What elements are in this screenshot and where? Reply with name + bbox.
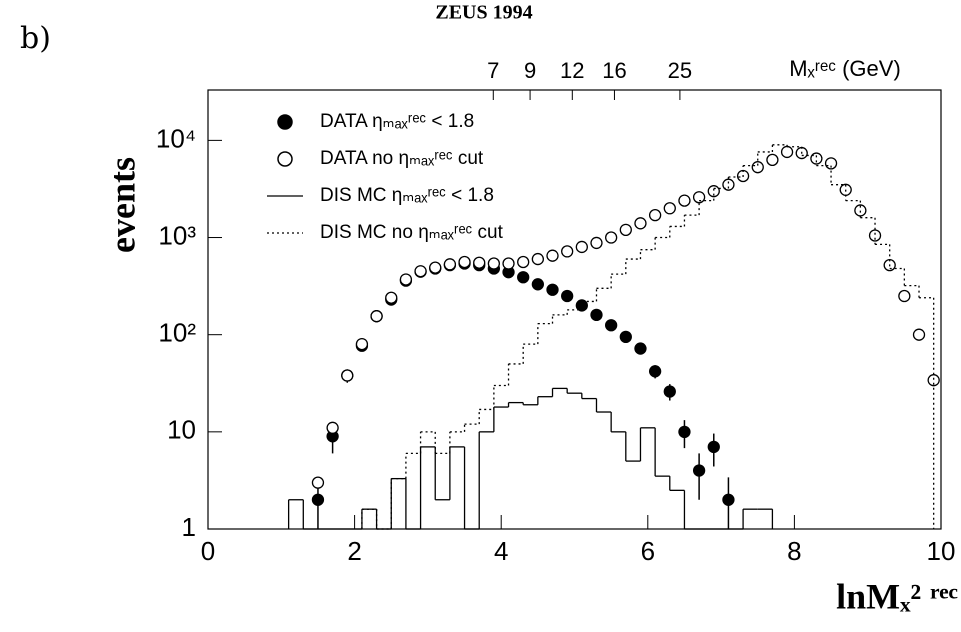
- data-point: [678, 425, 691, 438]
- data-point: [590, 308, 603, 322]
- data-point: [502, 257, 515, 270]
- data-point: [531, 252, 544, 266]
- data-point: [326, 421, 339, 434]
- data-point: [707, 440, 720, 454]
- data-point: [751, 161, 764, 174]
- data-point: [678, 194, 691, 207]
- y-tick-label: 1: [182, 512, 196, 542]
- data-point: [487, 257, 501, 270]
- data-point: [399, 273, 413, 286]
- data-point: [311, 493, 325, 506]
- y-tick-label: 10³: [158, 220, 196, 250]
- data-point: [473, 256, 486, 269]
- x-tick-label: 2: [347, 536, 361, 566]
- x-tick-label: 8: [787, 536, 801, 566]
- data-point: [634, 342, 647, 355]
- x2-tick-label: 12: [560, 58, 584, 83]
- data-point: [663, 385, 676, 398]
- data-point: [707, 185, 720, 198]
- data-point: [517, 271, 530, 284]
- legend-label: DIS MC no ηₘₐₓʳᵉᶜ cut: [320, 222, 504, 243]
- data-point: [517, 255, 530, 269]
- data-point: [561, 245, 574, 258]
- data-point: [429, 261, 442, 274]
- data-point: [692, 191, 706, 204]
- data-point: [868, 229, 882, 242]
- data-point: [546, 249, 559, 262]
- panel-label: b): [20, 21, 51, 56]
- data-point: [341, 369, 354, 382]
- data-point: [619, 223, 632, 236]
- data-point: [619, 330, 632, 344]
- data-point: [634, 217, 647, 230]
- data-point: [370, 310, 383, 323]
- y-tick-label: 10: [167, 415, 196, 445]
- data-point: [531, 278, 544, 291]
- data-point: [561, 289, 574, 303]
- data-point: [311, 476, 325, 489]
- x2-tick-label: 16: [602, 58, 626, 83]
- x-tick-label: 0: [201, 536, 215, 566]
- x2-axis-label: Mₓʳᵉᶜ (GeV): [789, 56, 901, 81]
- legend-label: DIS MC ηₘₐₓʳᵉᶜ < 1.8: [320, 185, 494, 206]
- data-point: [385, 291, 398, 304]
- x-tick-label: 6: [641, 536, 655, 566]
- data-point: [458, 255, 471, 269]
- data-point: [780, 145, 794, 159]
- x-axis-label: lnMₓ² ʳᵉᶜ: [836, 576, 958, 616]
- data-point: [722, 178, 735, 191]
- data-point: [443, 258, 457, 271]
- y-tick-label: 10⁴: [156, 123, 196, 153]
- legend-label: DATA no ηₘₐₓʳᵉᶜ cut: [320, 148, 484, 169]
- data-point: [575, 299, 588, 312]
- x-tick-label: 4: [494, 536, 508, 566]
- legend-marker: [277, 114, 293, 130]
- data-point: [766, 153, 779, 167]
- data-point: [692, 464, 706, 477]
- x2-tick-label: 25: [668, 58, 692, 83]
- legend-marker: [277, 151, 293, 167]
- data-point: [663, 202, 676, 215]
- data-point: [546, 283, 559, 296]
- x-tick-label: 10: [927, 536, 956, 566]
- x2-tick-label: 9: [524, 58, 536, 83]
- legend-label: DATA ηₘₐₓʳᵉᶜ < 1.8: [320, 111, 474, 132]
- data-point: [898, 289, 911, 303]
- data-point: [414, 265, 427, 278]
- data-point: [590, 236, 603, 250]
- data-point: [912, 328, 926, 341]
- data-point: [355, 337, 369, 351]
- data-point: [605, 319, 618, 332]
- data-point: [605, 231, 618, 244]
- data-point: [648, 208, 662, 222]
- y-tick-label: 10²: [158, 318, 196, 348]
- data-point: [575, 240, 588, 254]
- data-point: [722, 493, 735, 506]
- y-axis-label: events: [102, 157, 142, 253]
- chart-title: ZEUS 1994: [435, 2, 532, 24]
- x2-tick-label: 7: [487, 58, 499, 83]
- plot-frame: [207, 89, 942, 530]
- data-point: [648, 365, 662, 378]
